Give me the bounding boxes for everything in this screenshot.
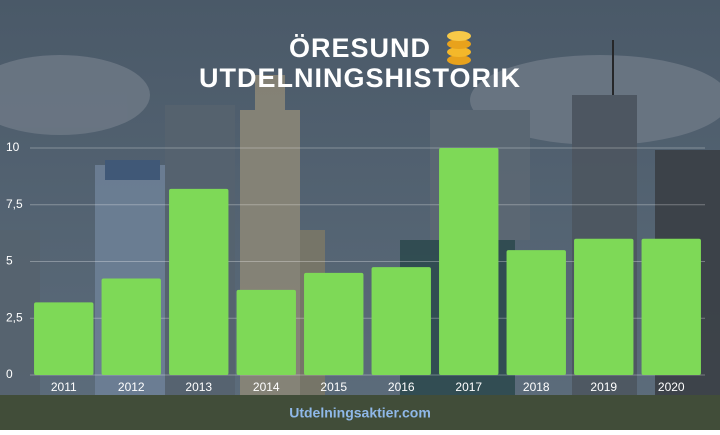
chart-title: UTDELNINGSHISTORIK — [199, 63, 521, 93]
source: Utdelningsaktier.com — [289, 405, 431, 421]
x-tick-label: 2018 — [523, 380, 550, 394]
bar — [169, 188, 229, 375]
bar — [574, 238, 634, 375]
bar — [641, 238, 701, 375]
y-tick-label: 5 — [6, 254, 13, 268]
bar — [236, 289, 296, 375]
title-icon — [447, 31, 471, 65]
x-tick-label: 2015 — [320, 380, 347, 394]
bar — [34, 302, 94, 375]
y-tick-label: 2,5 — [6, 310, 23, 324]
x-tick-label: 2012 — [118, 380, 145, 394]
y-tick-label: 7,5 — [6, 197, 23, 211]
x-tick-label: 2014 — [253, 380, 280, 394]
x-tick-label: 2013 — [185, 380, 212, 394]
x-tick-label: 2020 — [658, 380, 685, 394]
x-tick-label: 2011 — [51, 380, 77, 394]
x-tick-label: 2016 — [388, 380, 415, 394]
bar — [506, 250, 566, 375]
bar — [101, 278, 161, 375]
x-tick-label: 2019 — [590, 380, 617, 394]
chart-title: ÖRESUND — [289, 33, 431, 63]
bar — [371, 267, 431, 375]
y-tick-label: 0 — [6, 367, 13, 381]
y-tick-label: 10 — [6, 140, 20, 154]
bar — [304, 272, 364, 375]
x-tick-label: 2017 — [455, 380, 482, 394]
bar — [439, 148, 499, 375]
